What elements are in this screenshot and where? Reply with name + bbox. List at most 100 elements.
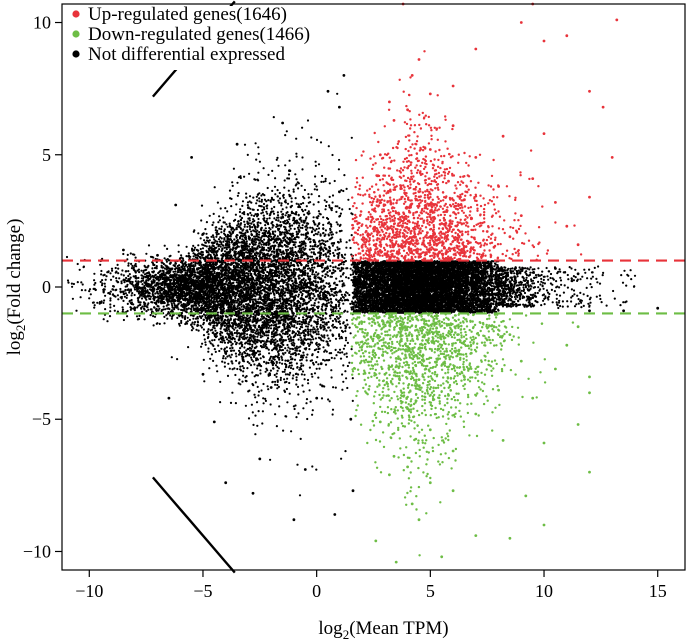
cloud-point [140, 277, 143, 280]
cloud-point [264, 397, 267, 400]
cloud-point [93, 279, 96, 282]
cloud-point [187, 307, 190, 310]
cloud-point [282, 429, 285, 432]
cloud-point [200, 219, 203, 222]
cloud-point [271, 230, 274, 233]
cloud-point [253, 178, 256, 181]
cloud-point [250, 230, 253, 233]
cloud-point [230, 205, 233, 208]
cloud-point [197, 278, 200, 281]
cloud-point [166, 265, 169, 268]
cloud-point [246, 367, 249, 370]
cloud-point [109, 272, 112, 275]
cloud-point [213, 241, 216, 244]
cloud-point [110, 267, 114, 270]
cloud-point [215, 243, 219, 246]
cloud-point [180, 321, 183, 324]
cloud-point [215, 231, 218, 234]
cloud-point [291, 224, 294, 227]
cloud-point [121, 269, 124, 272]
cloud-point [263, 198, 267, 201]
cloud-point [295, 178, 298, 181]
cloud-point [196, 321, 200, 324]
cloud-point [192, 244, 195, 247]
cloud-point [273, 217, 276, 220]
cloud-point [130, 302, 133, 306]
cloud-point [230, 228, 233, 231]
cloud-point [200, 326, 203, 329]
cloud-point [202, 328, 205, 331]
cloud-point [215, 266, 218, 269]
cloud-point [115, 279, 118, 282]
cloud-point [220, 347, 223, 350]
cloud-point [174, 268, 177, 271]
cloud-point [237, 260, 240, 263]
cloud-point [152, 315, 155, 318]
cloud-point [183, 291, 186, 294]
cloud-point [147, 302, 150, 305]
cloud-point [181, 257, 184, 260]
cloud-point [127, 262, 130, 265]
cloud-point [136, 318, 139, 321]
cloud-point [106, 320, 109, 323]
cloud-point [241, 262, 244, 265]
cloud-point [257, 339, 260, 342]
cloud-point [221, 255, 224, 258]
cloud-point [288, 334, 291, 337]
cloud-point [75, 309, 78, 312]
cloud-point [268, 217, 271, 220]
cloud-point [137, 290, 140, 293]
cloud-point [207, 309, 210, 312]
cloud-point [261, 246, 264, 249]
cloud-point [122, 299, 125, 302]
cloud-point [212, 249, 215, 252]
cloud-point [217, 319, 220, 322]
cloud-point [243, 274, 246, 277]
cloud-point [242, 228, 245, 231]
cloud-point [155, 309, 158, 312]
cloud-point [221, 302, 225, 305]
cloud-point [150, 308, 153, 311]
cloud-point [192, 230, 195, 233]
cloud-point [165, 292, 168, 295]
cloud-point [144, 295, 147, 298]
cloud-point [160, 264, 163, 267]
cloud-point [88, 297, 91, 300]
cloud-point [281, 370, 284, 373]
cloud-point [231, 338, 234, 341]
cloud-point [193, 301, 196, 304]
cloud-point [324, 204, 328, 208]
cloud-point [196, 280, 199, 283]
cloud-point [199, 247, 202, 251]
cloud-point [219, 340, 222, 344]
cloud-point [275, 425, 278, 428]
cloud-point [154, 292, 157, 295]
cloud-point [297, 412, 300, 415]
cloud-point [314, 175, 317, 178]
cloud-point [322, 180, 325, 183]
cloud-point [195, 290, 198, 293]
cloud-point [185, 294, 188, 297]
cloud-point [218, 317, 221, 320]
cloud-point [134, 270, 137, 273]
cloud-point [152, 294, 155, 297]
cloud-point [314, 164, 317, 167]
cloud-point [206, 330, 209, 333]
cloud-point [180, 319, 183, 323]
cloud-point [125, 296, 128, 299]
cloud-point [235, 335, 238, 338]
cloud-point [265, 200, 268, 203]
cloud-point [158, 275, 162, 278]
cloud-point [102, 318, 105, 321]
cloud-point [65, 255, 69, 259]
cloud-point [163, 322, 166, 325]
cloud-point [324, 180, 327, 183]
cloud-point [223, 282, 226, 286]
cloud-point [153, 306, 156, 309]
cloud-point [218, 259, 221, 262]
cloud-point [231, 391, 234, 394]
cloud-point [188, 318, 191, 321]
cloud-point [234, 213, 237, 216]
cloud-point [312, 216, 315, 219]
cloud-point [254, 414, 257, 417]
